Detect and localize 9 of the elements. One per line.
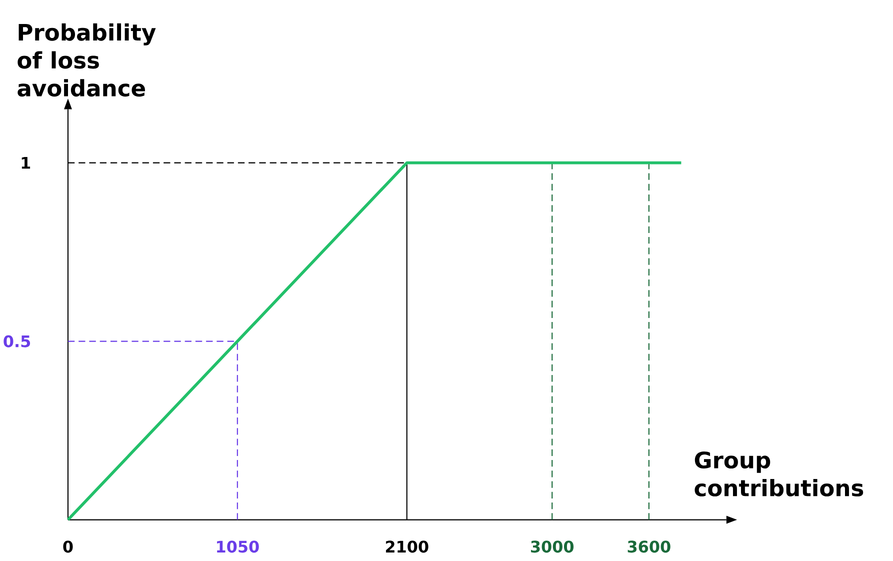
x-tick-label: 3000 xyxy=(530,540,574,553)
x-axis-title: Group contributions xyxy=(694,451,864,496)
y-tick-label: 0.5 xyxy=(4,335,30,348)
y-tick-label: 1 xyxy=(22,156,30,169)
x-tick-label: 1050 xyxy=(217,540,259,553)
x-tick-label: 0 xyxy=(63,540,73,553)
x-tick-label: 3600 xyxy=(628,540,670,553)
x-tick-label: 2100 xyxy=(386,540,428,553)
y-axis-title: Probability of loss avoidance xyxy=(18,23,156,97)
